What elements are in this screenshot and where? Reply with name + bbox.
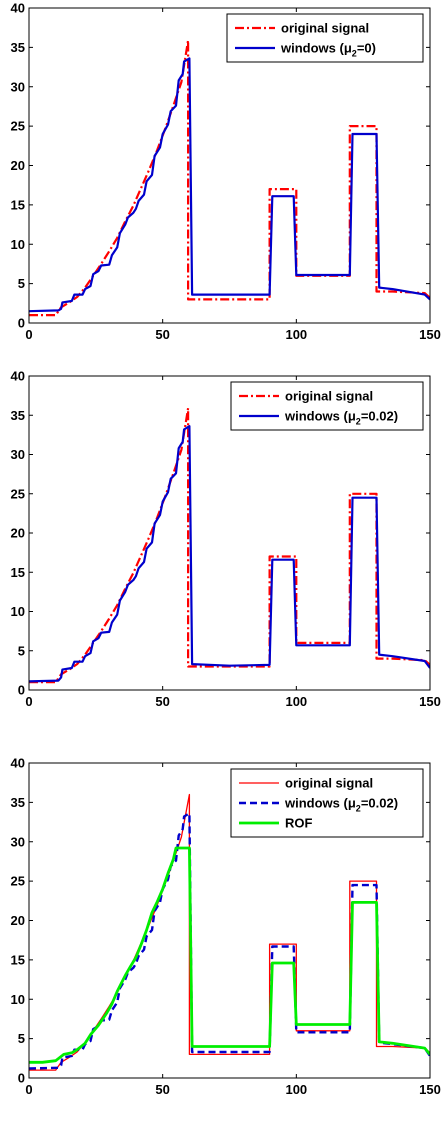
x-tick-label: 100 [285,1082,307,1097]
y-tick-label: 30 [11,447,25,462]
y-tick-label: 40 [11,1,25,16]
y-tick-label: 5 [18,643,25,658]
y-tick-label: 10 [11,992,25,1007]
legend-box [230,381,424,431]
x-tick-label: 150 [419,694,441,709]
legend: original signal windows (μ2=0) [226,13,424,63]
y-tick-label: 10 [11,604,25,619]
y-tick-label: 30 [11,79,25,94]
y-tick-label: 20 [11,526,25,541]
x-tick-label: 50 [155,1082,169,1097]
y-tick-label: 0 [18,316,25,331]
x-tick-label: 0 [25,1082,32,1097]
y-tick-label: 35 [11,795,25,810]
y-tick-label: 25 [11,486,25,501]
series-line-2 [29,812,430,1070]
y-tick-label: 35 [11,408,25,423]
legend-label: windows (μ2=0.02) [284,796,398,814]
legend-box [226,13,424,63]
y-tick-label: 5 [18,1031,25,1046]
y-tick-label: 0 [18,1071,25,1086]
y-tick-label: 35 [11,40,25,55]
y-tick-label: 25 [11,119,25,134]
y-tick-label: 40 [11,369,25,384]
legend-label: original signal [285,389,373,404]
y-tick-label: 20 [11,913,25,928]
series-line-1 [29,39,430,317]
legend: original signal windows (μ2=0.02) [230,381,424,431]
x-tick-label: 0 [25,694,32,709]
x-tick-label: 150 [419,327,441,342]
x-tick-label: 100 [285,327,307,342]
series-line-2 [29,57,430,313]
chart-panel-1: 0 5 10 15 20 25 30 35 40 0 50 100 150 original signal… [11,1,441,343]
legend: original signal windows (μ2=0.02) ROF [230,768,424,838]
x-tick-label: 100 [285,694,307,709]
x-tick-label: 0 [25,327,32,342]
x-tick-label: 50 [155,327,169,342]
y-tick-label: 5 [18,276,25,291]
series-line-3 [29,846,430,1064]
y-tick-label: 25 [11,874,25,889]
x-tick-label: 150 [419,1082,441,1097]
y-tick-label: 0 [18,683,25,698]
legend-label: ROF [285,816,313,831]
x-tick-label: 50 [155,694,169,709]
y-tick-label: 20 [11,158,25,173]
legend-label: windows (μ2=0.02) [284,409,398,427]
y-tick-label: 30 [11,834,25,849]
y-tick-label: 15 [11,565,25,580]
legend-label: original signal [281,21,369,36]
y-tick-label: 15 [11,952,25,967]
legend-label: original signal [285,776,373,791]
y-tick-label: 15 [11,197,25,212]
series-line-2 [29,425,430,683]
y-tick-label: 40 [11,756,25,771]
chart-panel-2: 0 5 10 15 20 25 30 35 40 0 50 100 150 original signal… [11,369,441,710]
series-line-1 [29,407,430,684]
chart-panel-3: 0 5 10 15 20 25 30 35 40 0 50 100 150 original signal… [11,756,441,1098]
legend-label: windows (μ2=0) [280,41,376,59]
y-tick-label: 10 [11,237,25,252]
